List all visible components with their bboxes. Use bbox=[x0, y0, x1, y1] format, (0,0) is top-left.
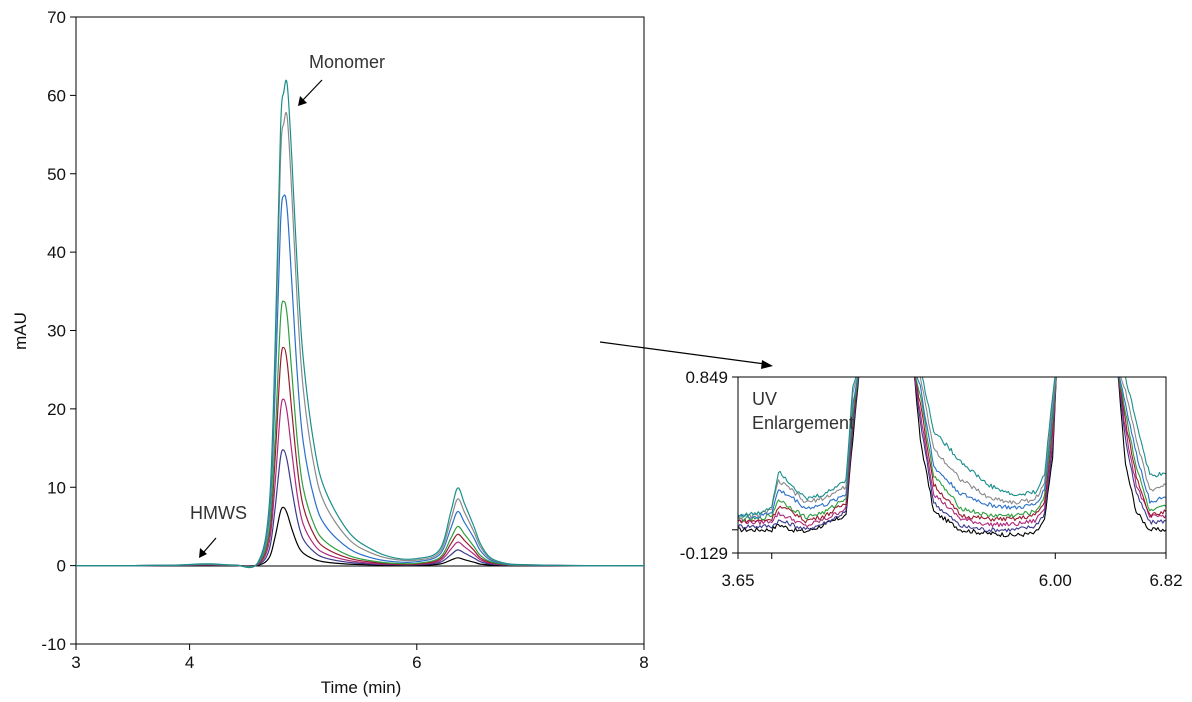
main-series-line-6 bbox=[76, 194, 644, 568]
y-tick-label: 40 bbox=[47, 243, 66, 262]
main-series-group bbox=[76, 79, 644, 569]
inset-x-tick-label: 6.00 bbox=[1039, 571, 1072, 590]
y-tick-label: 50 bbox=[47, 165, 66, 184]
inset-series-line-8 bbox=[738, 377, 1166, 518]
inset-series-line-5 bbox=[738, 377, 1166, 522]
monomer-arrow bbox=[301, 79, 323, 102]
y-tick-label: -10 bbox=[41, 635, 66, 654]
main-x-axis: 3 4 6 8 bbox=[71, 644, 649, 672]
inset-series-line-6 bbox=[738, 377, 1166, 519]
main-plot-frame bbox=[75, 16, 645, 645]
monomer-arrowhead bbox=[298, 96, 307, 106]
main-series-line-8 bbox=[76, 79, 644, 569]
inset-series-line-2 bbox=[738, 377, 1166, 533]
hmws-annotation: HMWS bbox=[190, 503, 247, 523]
y-tick-label: 30 bbox=[47, 322, 66, 341]
main-series-line-5 bbox=[76, 300, 644, 568]
x-tick-label: 6 bbox=[412, 653, 421, 672]
main-series-line-7 bbox=[76, 111, 644, 569]
monomer-annotation: Monomer bbox=[309, 52, 385, 72]
inset-x-axis: 3.65 6.00 6.82 bbox=[721, 553, 1183, 590]
hmws-arrowhead bbox=[199, 548, 207, 558]
inset-title-line-1: UV bbox=[752, 389, 777, 409]
inset-x-tick-label: 3.65 bbox=[721, 571, 754, 590]
inset-series-line-7 bbox=[738, 377, 1166, 520]
x-tick-label: 3 bbox=[71, 653, 80, 672]
x-tick-label: 4 bbox=[185, 653, 194, 672]
main-series-line-4 bbox=[76, 346, 644, 568]
inset-title-line-2: Enlargement bbox=[752, 413, 854, 433]
inset-plot-frame bbox=[737, 376, 1167, 554]
enlargement-connector-arrowhead bbox=[761, 360, 773, 369]
inset-series-line-4 bbox=[738, 377, 1166, 524]
inset-chart: 0.849 -0.129 3.65 6.00 6.82 UV Enlargement bbox=[680, 368, 1183, 590]
main-chart: -10 0 10 20 30 40 50 60 70 3 4 6 8 Time (min) mAU M… bbox=[11, 8, 649, 697]
x-tick-label: 8 bbox=[639, 653, 648, 672]
main-series-line-3 bbox=[76, 398, 644, 567]
main-y-axis-title: mAU bbox=[11, 312, 30, 350]
y-tick-label: 0 bbox=[57, 557, 66, 576]
inset-y-tick-label: 0.849 bbox=[685, 368, 728, 387]
y-tick-label: 20 bbox=[47, 400, 66, 419]
y-tick-label: 70 bbox=[47, 8, 66, 27]
y-tick-label: 60 bbox=[47, 86, 66, 105]
inset-x-tick-label: 6.82 bbox=[1149, 571, 1182, 590]
main-series-line-1 bbox=[76, 506, 644, 567]
hmws-arrow bbox=[202, 537, 217, 554]
enlargement-connector-arrow bbox=[599, 341, 766, 365]
inset-series-group bbox=[738, 377, 1166, 538]
inset-y-axis: 0.849 -0.129 bbox=[680, 368, 738, 563]
main-x-axis-title: Time (min) bbox=[321, 678, 402, 697]
inset-y-tick-label: -0.129 bbox=[680, 544, 728, 563]
inset-series-line-3 bbox=[738, 377, 1166, 528]
y-tick-label: 10 bbox=[47, 478, 66, 497]
main-series-line-2 bbox=[76, 449, 644, 567]
main-y-axis: -10 0 10 20 30 40 50 60 70 bbox=[41, 8, 76, 654]
